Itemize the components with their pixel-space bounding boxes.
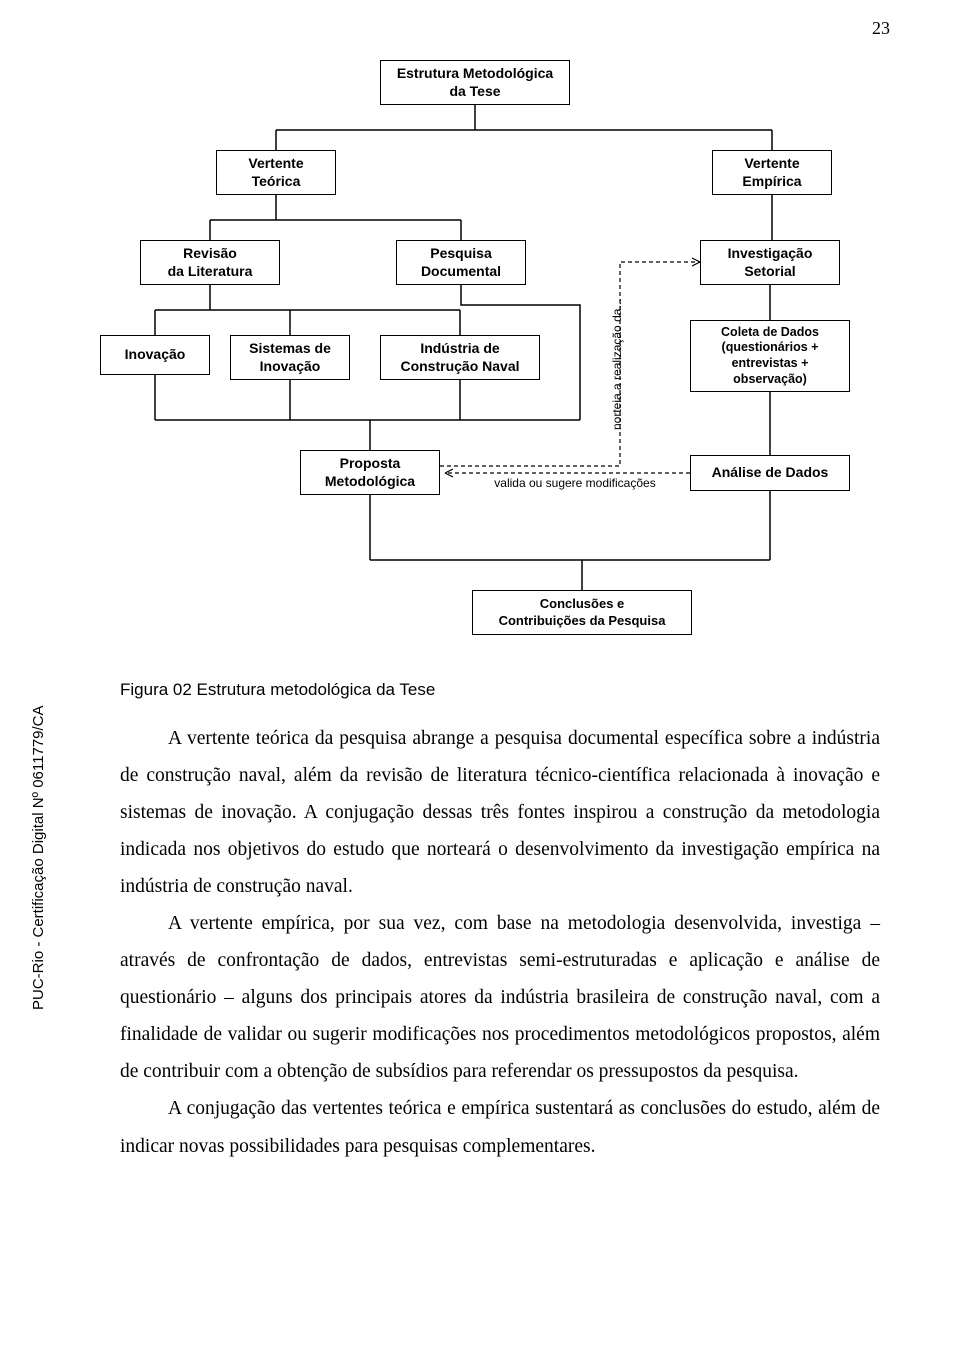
figure-caption: Figura 02 Estrutura metodológica da Tese: [120, 680, 435, 700]
node-revisao-literatura: Revisãoda Literatura: [140, 240, 280, 285]
node-analise-dados: Análise de Dados: [690, 455, 850, 491]
body-text: A vertente teórica da pesquisa abrange a…: [120, 720, 880, 1165]
node-pesquisa-documental: PesquisaDocumental: [396, 240, 526, 285]
node-investigacao-setorial: InvestigaçãoSetorial: [700, 240, 840, 285]
edge-label-norteia: norteia a realização da...: [610, 299, 624, 430]
paragraph-1: A vertente teórica da pesquisa abrange a…: [120, 720, 880, 905]
node-vertente-teorica: VertenteTeórica: [216, 150, 336, 195]
node-vertente-empirica: VertenteEmpírica: [712, 150, 832, 195]
paragraph-3: A conjugação das vertentes teórica e emp…: [120, 1090, 880, 1164]
edge-label-valida: valida ou sugere modificações: [470, 476, 680, 491]
node-conclusoes: Conclusões eContribuições da Pesquisa: [472, 590, 692, 635]
paragraph-2: A vertente empírica, por sua vez, com ba…: [120, 905, 880, 1090]
sidebar-certification: PUC-Rio - Certificação Digital Nº 061177…: [30, 706, 47, 1010]
node-sistemas-inovacao: Sistemas deInovação: [230, 335, 350, 380]
node-coleta-dados: Coleta de Dados(questionários +entrevist…: [690, 320, 850, 392]
flowchart: Estrutura Metodológicada Tese VertenteTe…: [100, 60, 900, 740]
page-number: 23: [872, 18, 890, 39]
node-root: Estrutura Metodológicada Tese: [380, 60, 570, 105]
node-inovacao: Inovação: [100, 335, 210, 375]
node-proposta-metodologica: PropostaMetodológica: [300, 450, 440, 495]
node-industria-naval: Indústria deConstrução Naval: [380, 335, 540, 380]
page: 23 PUC-Rio - Certificação Digital Nº 061…: [0, 0, 960, 1359]
